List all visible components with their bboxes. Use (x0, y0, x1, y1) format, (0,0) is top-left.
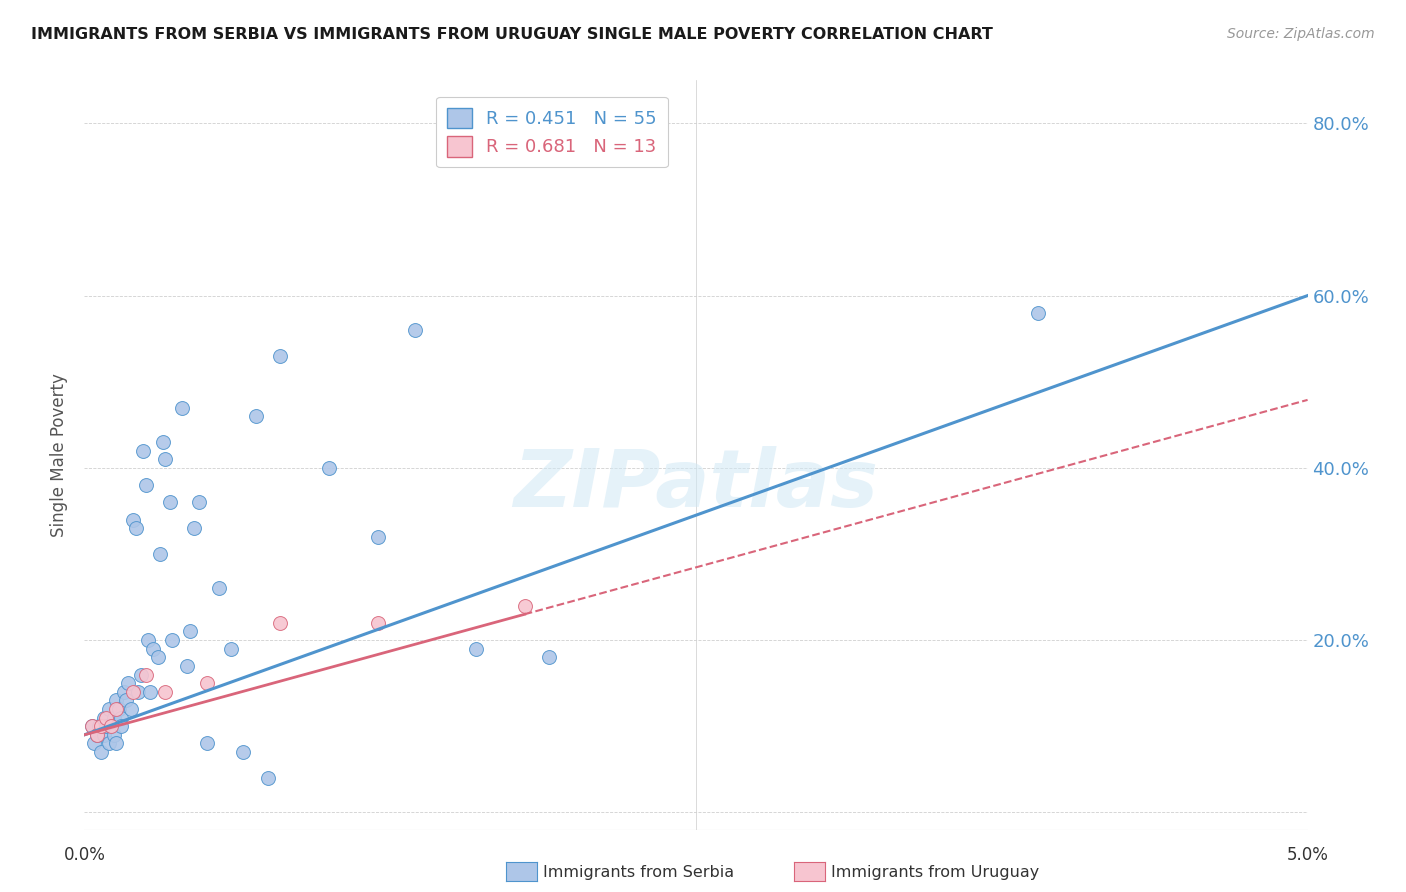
Text: IMMIGRANTS FROM SERBIA VS IMMIGRANTS FROM URUGUAY SINGLE MALE POVERTY CORRELATIO: IMMIGRANTS FROM SERBIA VS IMMIGRANTS FRO… (31, 27, 993, 42)
Point (257, 771, 280, 785)
Point (135, 667, 157, 681)
Point (129, 667, 152, 681)
Point (179, 624, 201, 639)
Point (103, 728, 125, 742)
Point (97, 702, 120, 716)
Point (195, 736, 218, 750)
Point (142, 641, 165, 656)
Point (232, 745, 254, 759)
Point (125, 521, 148, 535)
Point (153, 685, 176, 699)
Point (269, 349, 291, 363)
Point (120, 702, 142, 716)
Point (139, 685, 162, 699)
Point (122, 512, 145, 526)
Point (110, 710, 132, 724)
Point (146, 650, 169, 665)
Point (367, 615, 389, 630)
Text: ZIPatlas: ZIPatlas (513, 446, 879, 524)
Point (90, 719, 112, 733)
Text: 0.0%: 0.0% (63, 847, 105, 864)
Point (97, 736, 120, 750)
Point (219, 641, 242, 656)
Point (513, 599, 536, 613)
Point (90, 745, 112, 759)
Text: Immigrants from Uruguay: Immigrants from Uruguay (831, 865, 1039, 880)
Point (176, 659, 198, 673)
Text: 5.0%: 5.0% (1286, 847, 1329, 864)
Point (100, 719, 122, 733)
Point (464, 641, 486, 656)
Point (1028, 306, 1050, 320)
Point (93, 728, 115, 742)
Point (208, 582, 231, 596)
Legend: R = 0.451   N = 55, R = 0.681   N = 13: R = 0.451 N = 55, R = 0.681 N = 13 (436, 97, 668, 168)
Point (159, 495, 181, 509)
Point (112, 685, 135, 699)
Point (87, 719, 110, 733)
Point (100, 719, 122, 733)
Y-axis label: Single Male Poverty: Single Male Poverty (51, 373, 69, 537)
Point (132, 443, 155, 458)
Point (93, 710, 115, 724)
Point (105, 702, 128, 716)
Point (122, 685, 145, 699)
Point (153, 452, 176, 467)
Point (183, 521, 205, 535)
Point (80, 719, 103, 733)
Point (83, 736, 105, 750)
Point (136, 633, 159, 648)
Point (149, 547, 172, 561)
Point (269, 615, 291, 630)
Point (404, 323, 426, 337)
Point (105, 736, 128, 750)
Text: Source: ZipAtlas.com: Source: ZipAtlas.com (1227, 27, 1375, 41)
Point (172, 401, 194, 415)
Point (162, 633, 184, 648)
Point (367, 530, 389, 544)
Text: Immigrants from Serbia: Immigrants from Serbia (543, 865, 734, 880)
Point (103, 710, 125, 724)
Point (195, 676, 218, 690)
Point (245, 409, 267, 424)
Point (117, 676, 139, 690)
Point (135, 478, 157, 492)
Point (188, 495, 211, 509)
Point (107, 702, 129, 716)
Point (127, 685, 149, 699)
Point (152, 435, 174, 450)
Point (538, 650, 561, 665)
Point (86, 728, 108, 742)
Point (86, 728, 108, 742)
Point (105, 693, 128, 707)
Point (318, 460, 340, 475)
Point (96, 719, 118, 733)
Point (115, 693, 138, 707)
Point (96, 710, 118, 724)
Point (80, 719, 103, 733)
Point (110, 719, 132, 733)
